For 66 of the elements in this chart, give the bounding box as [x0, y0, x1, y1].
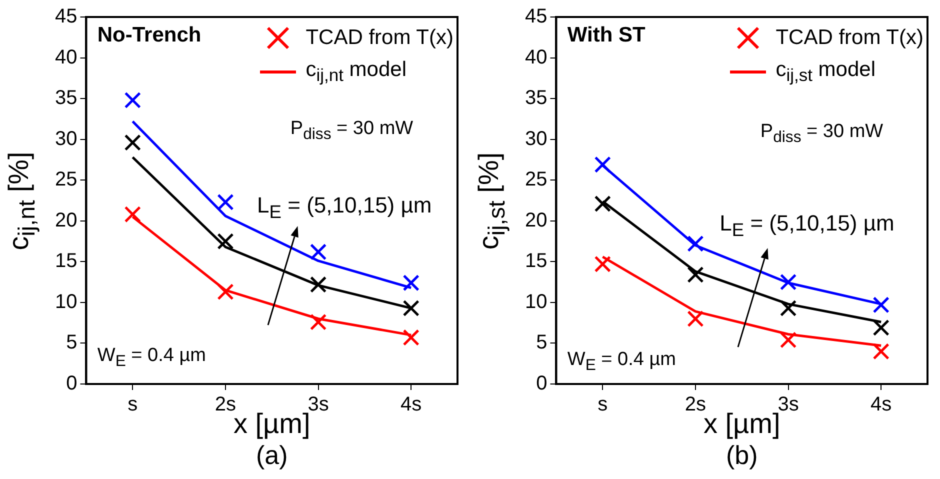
point	[402, 300, 420, 316]
y-tick-label: 30	[54, 128, 78, 150]
y-tick-label: 5	[536, 332, 548, 354]
x-tick-label: s	[128, 394, 138, 416]
y-tick-label: 0	[66, 372, 78, 395]
x-tick-label: 3s	[308, 394, 329, 416]
y-tick-label: 35	[524, 87, 548, 110]
point	[872, 319, 890, 336]
y-tick-label: 40	[524, 46, 548, 68]
y-tick-label: 10	[524, 290, 548, 313]
point	[780, 332, 797, 348]
y-tick-label: 30	[524, 128, 548, 150]
point	[780, 300, 797, 316]
point	[594, 156, 611, 173]
text: (a)	[256, 440, 288, 470]
y-tick-label: 45	[54, 6, 78, 28]
point	[687, 235, 704, 252]
point	[872, 343, 890, 360]
y-tick-label: 25	[54, 168, 78, 191]
annotation: W$_{E}$ = 0.4 µm	[97, 345, 206, 370]
y-tick-label: 10	[54, 290, 78, 313]
point	[217, 194, 234, 210]
y-tick-label: 40	[54, 46, 78, 68]
point	[402, 329, 420, 346]
point	[310, 314, 327, 330]
y-tick-label: 20	[54, 209, 78, 232]
annotation: P$_{diss}$ = 30 mW	[760, 122, 884, 146]
y-tick-label: 25	[524, 168, 548, 191]
y-tick-label: 45	[524, 6, 548, 28]
x-tick-label: 4s	[870, 394, 892, 416]
point	[687, 266, 704, 284]
y-tick-label: 15	[524, 250, 548, 272]
chart-title: With ST	[567, 24, 646, 47]
point	[217, 284, 234, 300]
y-tick-label: 5	[66, 332, 78, 354]
x-tick-label: 3s	[778, 394, 799, 416]
point	[402, 274, 420, 292]
point	[124, 206, 141, 223]
x-tick-label: 2s	[684, 394, 706, 416]
point	[872, 296, 890, 314]
point	[687, 310, 704, 328]
point	[124, 92, 141, 109]
y-tick-label: 15	[54, 250, 78, 272]
annotation: P$_{diss}$ = 30 mW	[290, 118, 414, 143]
legend-label: TCAD from T(x)	[306, 26, 454, 50]
point	[124, 134, 141, 151]
x-tick-label: 2s	[214, 394, 236, 416]
point	[217, 232, 234, 250]
annotation: L$_{E}$ = (5,10,15) µm	[257, 192, 432, 222]
x-tick-label: 4s	[400, 394, 422, 416]
legend-label: c$_{ij,st}$ model	[776, 58, 876, 86]
legend-label: c$_{ij,nt}$ model	[306, 58, 406, 86]
point	[594, 256, 611, 272]
legend-label: TCAD from T(x)	[776, 26, 924, 50]
annotation: W$_{E}$ = 0.4 µm	[567, 349, 676, 374]
y-tick-label: 0	[536, 372, 548, 395]
annotation: L$_{E}$ = (5,10,15) µm	[720, 210, 894, 240]
chart-title: No-Trench	[97, 24, 202, 47]
text: (b)	[726, 440, 758, 470]
point	[594, 195, 611, 212]
point	[310, 244, 327, 260]
point	[780, 274, 797, 290]
point	[310, 276, 327, 293]
x-tick-label: s	[598, 394, 608, 416]
y-tick-label: 35	[54, 87, 78, 110]
y-tick-label: 20	[524, 209, 548, 232]
